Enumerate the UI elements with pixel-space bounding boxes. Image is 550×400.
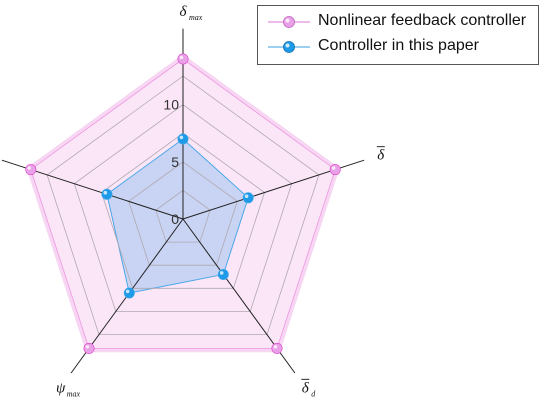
legend-swatch-proposed: [268, 41, 310, 53]
grid-ring-0: [155, 189, 211, 243]
legend-label-nonlinear: Nonlinear feedback controller: [318, 12, 527, 29]
series-points: [25, 53, 341, 354]
point-proposed-3: [123, 287, 135, 299]
point-nonlinear-0: [177, 53, 189, 65]
axis-labels: δmaxδδdψmaxψd: [56, 4, 385, 398]
legend-entry-proposed: Controller in this paper: [258, 34, 538, 60]
svg-text:d: d: [311, 389, 316, 398]
grid: [46, 75, 320, 336]
point-proposed-2: [217, 268, 229, 280]
point-nonlinear-1: [329, 164, 341, 176]
grid-ring-4: [46, 75, 320, 336]
axis-label-1: δ: [376, 146, 385, 164]
point-proposed-4: [101, 188, 113, 200]
svg-text:ψ: ψ: [56, 380, 66, 396]
tick-label-5: 5: [171, 154, 179, 170]
svg-text:max: max: [67, 389, 81, 398]
point-nonlinear-4: [25, 164, 37, 176]
point-nonlinear-2: [271, 342, 283, 354]
point-nonlinear-3: [83, 342, 95, 354]
point-proposed-1: [242, 192, 254, 204]
series-area-proposed: [106, 138, 249, 294]
svg-text:δ: δ: [180, 4, 188, 20]
legend-entry-nonlinear: Nonlinear feedback controller: [258, 9, 538, 35]
svg-text:δ: δ: [302, 380, 310, 396]
grid-ring-1: [128, 161, 238, 266]
grid-ring-2: [101, 132, 265, 289]
legend-swatch-nonlinear: [268, 16, 310, 28]
legend-label-proposed: Controller in this paper: [318, 37, 479, 54]
svg-text:max: max: [189, 13, 203, 22]
point-proposed-0: [177, 133, 189, 145]
legend: Nonlinear feedback controller Controller…: [257, 5, 539, 65]
tick-labels: 0 5 10: [163, 97, 179, 227]
tick-label-0: 0: [171, 211, 179, 227]
axis-label-3: ψ max: [56, 380, 80, 398]
axis-label-0: δ max: [180, 4, 203, 22]
tick-label-10: 10: [163, 97, 179, 113]
grid-ring-3: [73, 104, 293, 312]
svg-text:δ: δ: [377, 148, 385, 164]
